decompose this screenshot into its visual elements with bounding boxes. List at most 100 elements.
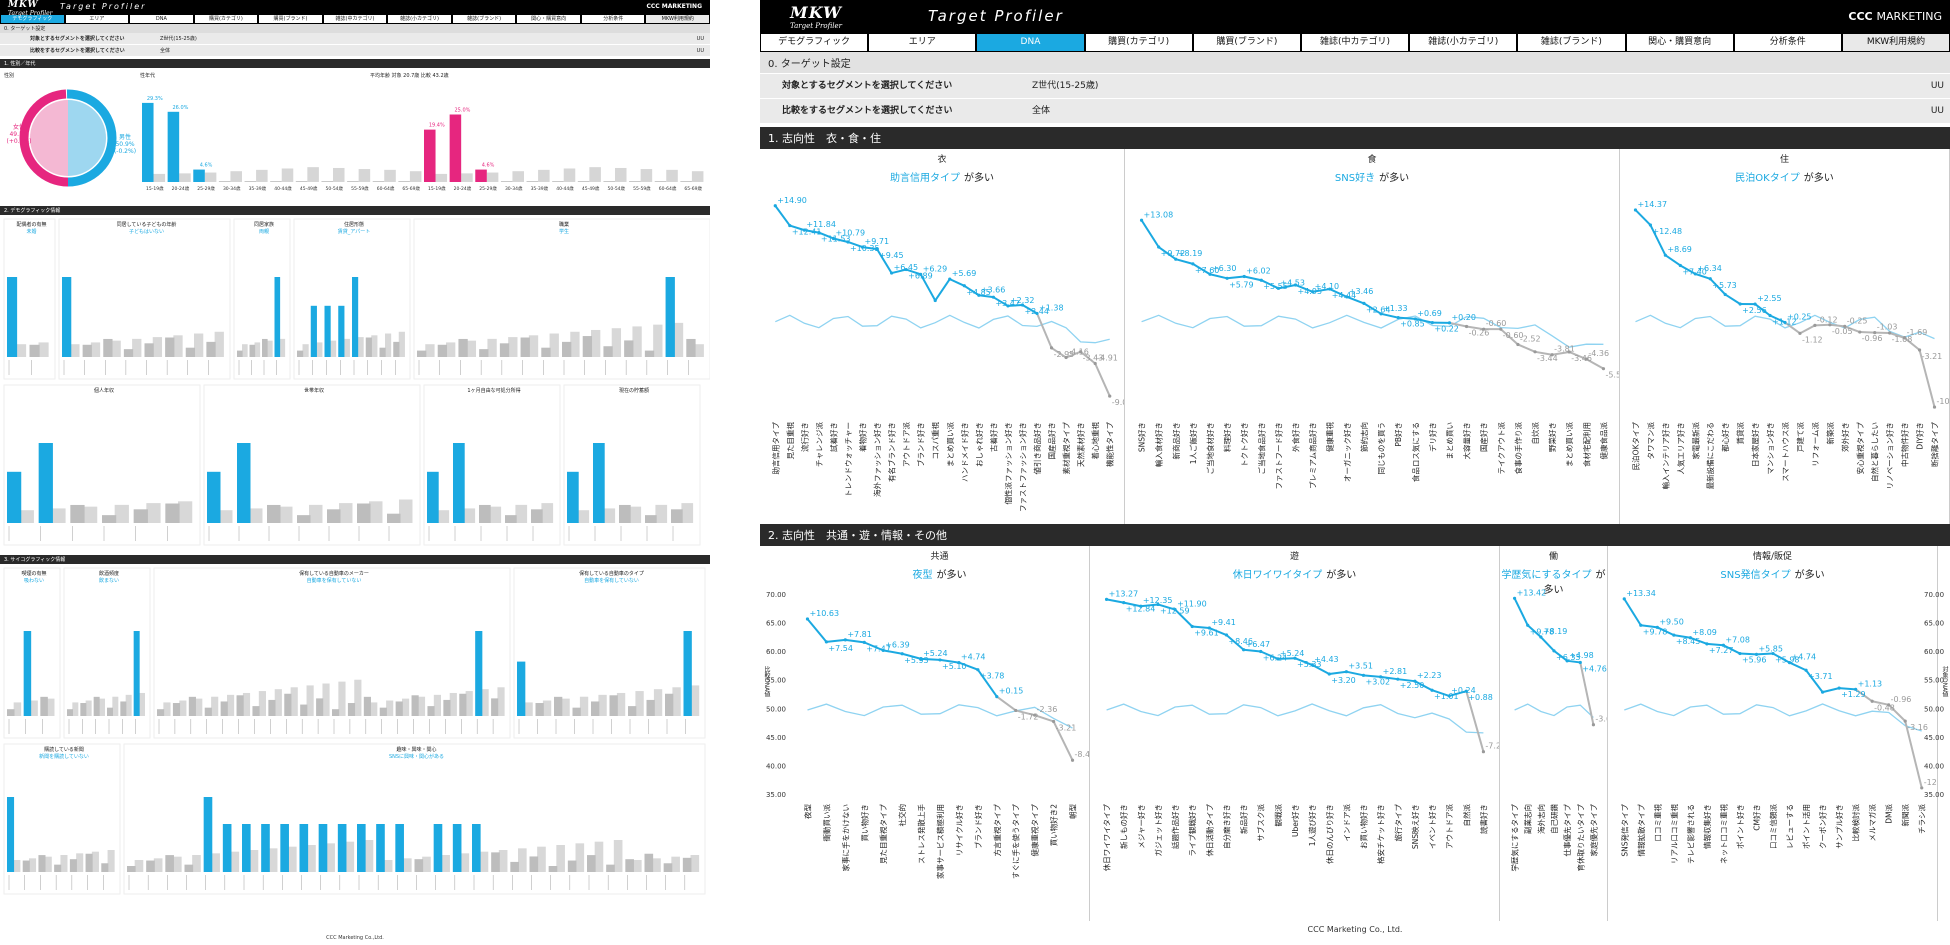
- psy-cmp-bar-3-5: [616, 692, 626, 716]
- right-logo[interactable]: MKW Target Profiler: [790, 3, 843, 30]
- dna-category-top-1-24: 野菜好き: [1547, 422, 1557, 452]
- right-target-row[interactable]: 対象とするセグメントを選択してください Z世代(15-25歳) UU: [760, 74, 1950, 99]
- right-tab-9[interactable]: 分析条件: [1733, 33, 1842, 52]
- psy-cmp-bar-5-1: [153, 858, 163, 872]
- psy-bar-2-16: [411, 695, 419, 716]
- female-age-bar-0: [424, 129, 436, 182]
- dna-point-bottom-3-1: [1639, 623, 1643, 627]
- dna-point-bottom-3-18: [1920, 786, 1924, 790]
- left-tab-2[interactable]: DNA: [129, 14, 194, 24]
- demo-bar-4-0: [417, 350, 427, 357]
- left-tab-bar: デモグラフィック エリア DNA 購買(カテゴリ) 購買(ブランド) 雑誌(中カテゴリ) 雑…: [0, 14, 710, 24]
- female-compare-bar-9: [666, 169, 678, 182]
- dna-point-bottom-1-20: [1447, 694, 1451, 698]
- left-tab-7[interactable]: 雑誌(ブランド): [451, 14, 517, 24]
- dna-seg-bottom-1-17: [1380, 675, 1398, 681]
- right-tab-10[interactable]: MKW利用規約: [1841, 33, 1950, 52]
- dna-category-top-2-4: 家電最新派: [1690, 422, 1700, 460]
- left-tab-6[interactable]: 雑誌(小カテゴリ): [387, 14, 452, 24]
- psy-bar-0-1: [23, 631, 32, 716]
- dna-point-top-2-20: [1932, 405, 1937, 409]
- dna-point-top-1-2: [1174, 257, 1178, 261]
- dna-point-top-0-11: [933, 298, 937, 303]
- psy-bar-3-5: [609, 695, 618, 716]
- psy-bar-5-16: [433, 824, 443, 872]
- demo-cmp-bar-8-3: [655, 504, 668, 523]
- dna-value-label-top-0-1: +12.41: [792, 228, 822, 237]
- right-tab-7[interactable]: 雑誌(ブランド): [1517, 33, 1626, 52]
- compare-select[interactable]: 全体: [1032, 106, 1051, 116]
- dna-point-bottom-0-0: [805, 617, 810, 621]
- left-tab-9[interactable]: 分析条件: [580, 14, 646, 24]
- dna-point-top-0-17: [1020, 303, 1025, 307]
- demo-bar-1-4: [144, 343, 154, 357]
- demo-bar-4-9: [603, 346, 613, 357]
- dna-category-top-1-2: 新商品好き: [1171, 422, 1181, 460]
- dna-left-axis-tick-70: 70.00: [766, 591, 786, 599]
- target-label: 対象とするセグメントを選択してください: [782, 81, 953, 91]
- male-compare-bar-5: [281, 168, 294, 182]
- demo-bar-0-0: [7, 277, 18, 357]
- dna-seg-top-2-3: [1664, 254, 1681, 267]
- dna-seg-top-0-11: [919, 273, 937, 302]
- dna-point-top-2-11: [1798, 331, 1802, 335]
- dna-chart-bottom-3: +13.34 SNS発信タイプ +9.78 情報拡散タイプ +9.50 口コミ重視 +8.4…: [1619, 589, 1937, 864]
- dna-category-top-1-1: 輸入食材好き: [1154, 422, 1164, 467]
- dna-point-bottom-3-9: [1771, 651, 1775, 656]
- left-tab-10[interactable]: MKW利用規約: [645, 14, 710, 24]
- dna-category-top-2-15: 安心重視タイプ: [1855, 422, 1865, 475]
- dna-seg-bottom-1-5: [1174, 608, 1193, 628]
- demo-bar-2-0: [237, 350, 243, 357]
- dna-category-bottom-1-5: ライブ観戦好き: [1187, 804, 1197, 857]
- right-tab-0[interactable]: デモグラフィック: [760, 33, 869, 52]
- dna-point-top-0-21: [1079, 350, 1083, 354]
- right-tab-4[interactable]: 購買(ブランド): [1192, 33, 1301, 52]
- right-tab-5[interactable]: 雑誌(中カテゴリ): [1300, 33, 1410, 52]
- right-tab-8[interactable]: 関心・購買意向: [1625, 33, 1734, 52]
- psy-cmp-bar-5-24: [594, 841, 604, 872]
- left-tab-4[interactable]: 購買(ブランド): [258, 14, 323, 24]
- dna-compare-line-bottom-1: [1106, 703, 1484, 734]
- dna-point-top-1-18: [1447, 321, 1452, 325]
- dna-value-label-top-1-0: +13.08: [1144, 210, 1174, 219]
- left-tab-1[interactable]: エリア: [64, 14, 130, 24]
- demo-panel-highlight-4: 学生: [559, 228, 569, 235]
- dna-point-top-1-27: [1601, 367, 1606, 371]
- dna-point-top-2-3: [1678, 263, 1682, 268]
- dna-point-top-0-23: [1108, 394, 1112, 398]
- dna-seg-top-0-20: [1051, 347, 1067, 359]
- left-tab-3[interactable]: 購買(カテゴリ): [193, 14, 259, 24]
- target-select[interactable]: Z世代(15-25歳): [1032, 81, 1099, 91]
- psy-cmp-bar-2-7: [274, 689, 282, 716]
- left-logo[interactable]: MKW Target Profiler: [8, 0, 53, 17]
- right-tab-6[interactable]: 雑誌(小カテゴリ): [1409, 33, 1518, 52]
- left-compare-row[interactable]: 比較をするセグメントを選択してください 全体 UU: [0, 45, 710, 57]
- right-tab-1[interactable]: エリア: [868, 33, 977, 52]
- dna-seg-top-1-15: [1380, 312, 1399, 319]
- dna-seg-top-0-19: [1036, 313, 1053, 349]
- dna-category-bottom-1-1: 新しもの好き: [1119, 804, 1129, 849]
- left-tab-0[interactable]: デモグラフィック: [0, 14, 65, 24]
- left-tab-8[interactable]: 関心・購買意向: [516, 14, 581, 24]
- left-tab-5[interactable]: 雑誌(中カテゴリ): [322, 14, 388, 24]
- left-target-row[interactable]: 対象とするセグメントを選択してください Z世代(15-25歳) UU: [0, 33, 710, 45]
- dna-seg-top-0-3: [804, 229, 820, 234]
- right-tab-3[interactable]: 購買(カテゴリ): [1084, 33, 1193, 52]
- female-age-bar-10: [680, 181, 692, 182]
- dna-category-top-2-20: 断捨離タイプ: [1930, 422, 1940, 467]
- dna-seg-top-0-13: [949, 278, 965, 287]
- dna-category-top-1-23: 自炊派: [1530, 422, 1540, 445]
- dna-value-label-bottom-1-10: +5.24: [1280, 649, 1305, 658]
- psy-bar-3-3: [572, 707, 581, 716]
- psy-bar-1-5: [133, 631, 140, 716]
- right-compare-row[interactable]: 比較をするセグメントを選択してください 全体 UU: [760, 99, 1950, 124]
- dna-category-top-1-4: ご当地食材好き: [1205, 422, 1215, 475]
- dna-panel-bottom-3: 情報/販促 SNS発信タイプ が多い +13.34 SNS発信タイプ +9.78 情報拡散タ…: [1608, 546, 1938, 921]
- dna-seg-bottom-3-1: [1623, 598, 1642, 626]
- dna-value-label-top-1-19: -0.26: [1469, 328, 1490, 337]
- male-compare-bar-1: [179, 173, 191, 182]
- dna-value-label-top-1-7: +5.55: [1263, 282, 1288, 291]
- dna-point-bottom-3-3: [1672, 633, 1676, 637]
- right-tab-2[interactable]: DNA: [976, 33, 1085, 52]
- dna-seg-bottom-1-15: [1346, 670, 1364, 677]
